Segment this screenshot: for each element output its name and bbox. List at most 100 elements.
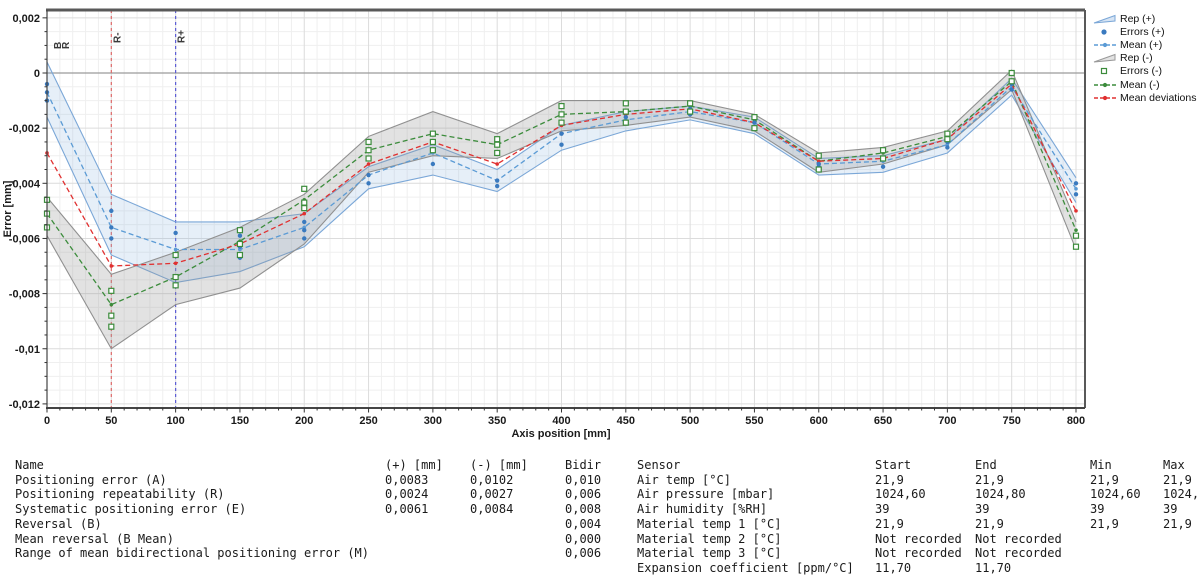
sensors-cell: 39 (975, 502, 990, 517)
dash-dot-icon (1093, 39, 1120, 51)
x-axis-title: Axis position [mm] (511, 428, 610, 440)
point-errors-minus (494, 141, 501, 148)
sensors-header-cell: End (975, 458, 997, 472)
point-errors-minus (687, 100, 694, 107)
point-errors-plus (237, 233, 243, 238)
results-cell: Positioning error (A) (15, 472, 167, 487)
point-errors-minus (494, 149, 501, 157)
point-errors-minus (1008, 69, 1015, 77)
point-errors-minus (365, 147, 372, 154)
sensors-table: Sensor Start End Min Max Air temp [°C] 21,9 21,… (637, 458, 1200, 576)
sensors-cell: 21,9 (975, 516, 1004, 531)
sensors-cell (1090, 546, 1163, 561)
series-point-mean-deviations (366, 162, 371, 166)
y-tick-label: -0,006 (9, 233, 40, 245)
legend-item-errors-minus[interactable]: Errors (-) (1093, 65, 1199, 78)
y-axis-title: Error [mm] (2, 180, 14, 237)
point-errors-minus (944, 136, 951, 143)
legend-item-mean-plus[interactable]: Mean (+) (1093, 38, 1199, 51)
sensors-cell: Material temp 3 [°C] (637, 546, 782, 561)
series-point-mean-minus (1074, 228, 1078, 232)
legend-item-mean-deviations[interactable]: Mean deviations (1093, 91, 1199, 104)
marker-label-R: R (61, 41, 72, 49)
x-tick-label: 450 (617, 415, 635, 427)
band-lower-rep-plus (46, 94, 1077, 284)
legend-label: Errors (-) (1120, 65, 1162, 78)
band-icon (1093, 13, 1120, 25)
point-errors-plus (366, 181, 371, 186)
point-errors-minus (301, 199, 308, 206)
results-cell: 0,006 (565, 546, 602, 561)
results-cell: 0,0102 (470, 472, 514, 487)
sensors-header-cell: Start (875, 458, 912, 472)
x-tick-label: 100 (166, 415, 184, 427)
sensors-row: Air pressure [mbar] 1024,60 1024,80 1024,60… (637, 487, 1200, 502)
results-cell: 0,008 (565, 502, 602, 517)
sensors-cell: Air pressure [mbar] (637, 487, 775, 502)
point-errors-plus (173, 230, 178, 236)
point-errors-minus (815, 166, 822, 173)
point-errors-minus (236, 240, 244, 248)
sensors-cell (1163, 561, 1200, 576)
results-row: Range of mean bidirectional positioning … (15, 546, 625, 561)
results-cell: 0,0084 (470, 502, 514, 517)
error-chart: B R R- R+ 0 50 100 150 200 250 300 350 400 450 500 550… (2, 8, 1086, 440)
sensors-cell: Not recorded (875, 546, 962, 561)
sensors-cell: Air humidity [%RH] (637, 502, 768, 517)
point-errors-minus (429, 130, 436, 137)
band-upper-rep-minus (46, 69, 1077, 275)
point-errors-minus (429, 138, 436, 146)
marker-label-R+: R+ (177, 30, 188, 43)
results-cell: 0,0083 (385, 472, 429, 487)
point-errors-minus (751, 114, 758, 121)
y-tick-label: -0,002 (9, 123, 40, 135)
results-row: Systematic positioning error (E) 0,0061 0,… (15, 502, 625, 517)
point-errors-minus (558, 102, 565, 110)
point-errors-minus (494, 136, 501, 143)
point-errors-minus (236, 227, 244, 234)
sensors-cell (1163, 532, 1200, 547)
axis-ticks: 0 50 100 150 200 250 300 350 400 450 500 550 600 650 7… (9, 13, 1085, 427)
results-cell: Reversal (B) (15, 516, 102, 531)
results-cell (385, 532, 470, 547)
results-row: Positioning error (A) 0,0083 0,0102 0,010 (15, 473, 625, 488)
point-errors-minus (108, 287, 115, 294)
sensors-cell: 21,9 (975, 472, 1004, 487)
x-tick-label: 550 (745, 415, 763, 427)
y-tick-label: -0,008 (9, 289, 40, 301)
results-cell (470, 546, 565, 561)
chart-legend: Rep (+) Errors (+) Mean (+) Rep (-) Errors (… (1093, 12, 1199, 104)
series-point-mean-deviations (495, 162, 499, 166)
legend-item-mean-minus[interactable]: Mean (-) (1093, 78, 1199, 91)
series-point-mean-deviations (302, 211, 307, 216)
legend-item-errors-plus[interactable]: Errors (+) (1093, 25, 1199, 38)
series-point-mean-plus (1074, 187, 1078, 191)
point-errors-minus (1008, 78, 1015, 85)
sensors-cell: Not recorded (975, 531, 1062, 546)
sensors-cell (1090, 532, 1163, 547)
x-tick-label: 500 (681, 415, 699, 427)
dot-icon (1093, 26, 1120, 38)
point-errors-plus (366, 172, 371, 178)
point-errors-plus (109, 225, 114, 230)
results-cell: Range of mean bidirectional positioning … (15, 546, 370, 561)
results-cell (385, 546, 470, 561)
y-tick-label: -0,012 (9, 399, 40, 411)
legend-item-rep-minus[interactable]: Rep (-) (1093, 52, 1199, 65)
sensors-cell: Not recorded (975, 546, 1062, 561)
results-cell: Mean reversal (B Mean) (15, 531, 174, 546)
sensors-cell: Material temp 2 [°C] (637, 531, 782, 546)
series-point-mean-deviations (173, 261, 178, 266)
results-cell: 0,0027 (470, 487, 514, 502)
sensors-row: Air humidity [%RH] 39 39 39 39 (637, 502, 1200, 517)
point-errors-plus (494, 178, 500, 183)
error-points (43, 69, 1080, 330)
series-point-mean-plus (173, 247, 178, 252)
point-errors-minus (172, 282, 179, 289)
sensors-cell: Expansion coefficient [ppm/°C] (637, 560, 854, 575)
point-errors-plus (623, 114, 629, 120)
legend-item-rep-plus[interactable]: Rep (+) (1093, 12, 1199, 25)
series-point-mean-deviations (109, 264, 114, 268)
point-errors-minus (365, 155, 372, 162)
point-errors-minus (108, 323, 115, 330)
